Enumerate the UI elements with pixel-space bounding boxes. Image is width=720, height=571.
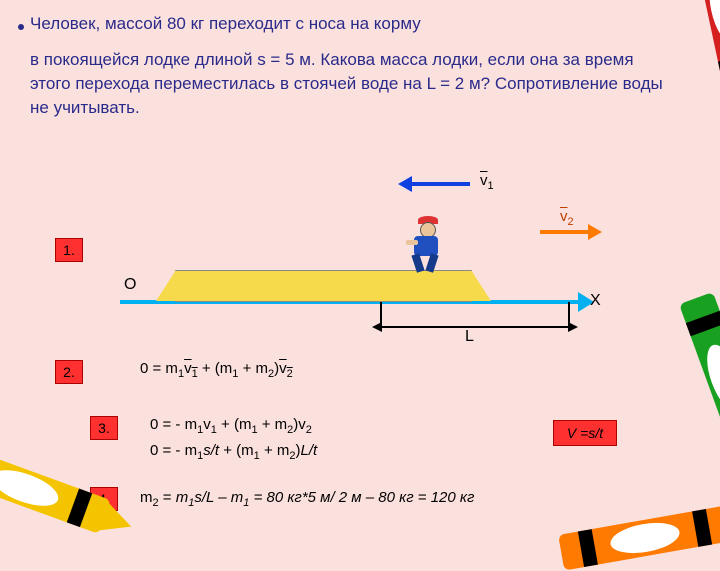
l-label: L [465, 328, 474, 346]
axis-label: Х [590, 292, 601, 310]
equation-4: m2 = m1s/L – m1 = 80 кг*5 м/ 2 м – 80 кг… [140, 489, 474, 509]
equation-3b: 0 = - m1s/t + (m1 + m2)L/t [150, 442, 317, 462]
equation-3a: 0 = - m1v1 + (m1 + m2)v2 [150, 416, 312, 436]
velocity-formula-box: V =s/t [553, 420, 617, 446]
l-dimension [380, 312, 570, 332]
v2-arrow [540, 230, 590, 234]
origin-label: О [124, 276, 136, 294]
boat [175, 270, 472, 302]
bullet [18, 24, 24, 30]
v1-arrow [410, 182, 470, 186]
person-icon [400, 222, 448, 272]
problem-line-2: в покоящейся лодке длиной s = 5 м. Каков… [30, 48, 670, 119]
equation-2: 0 = m1v1 + (m1 + m2)v2 [140, 360, 293, 380]
step-2-box: 2. [55, 360, 83, 384]
physics-diagram: v1 v2 О Х L [120, 200, 580, 350]
v2-label: v2 [560, 208, 574, 228]
v1-label: v1 [480, 172, 494, 192]
step-1-box: 1. [55, 238, 83, 262]
crayon-red-icon [690, 0, 720, 95]
crayon-green-icon [679, 292, 720, 464]
problem-line-1: Человек, массой 80 кг переходит с носа н… [30, 14, 421, 34]
step-3-box: 3. [90, 416, 118, 440]
crayon-orange-icon [558, 506, 720, 571]
